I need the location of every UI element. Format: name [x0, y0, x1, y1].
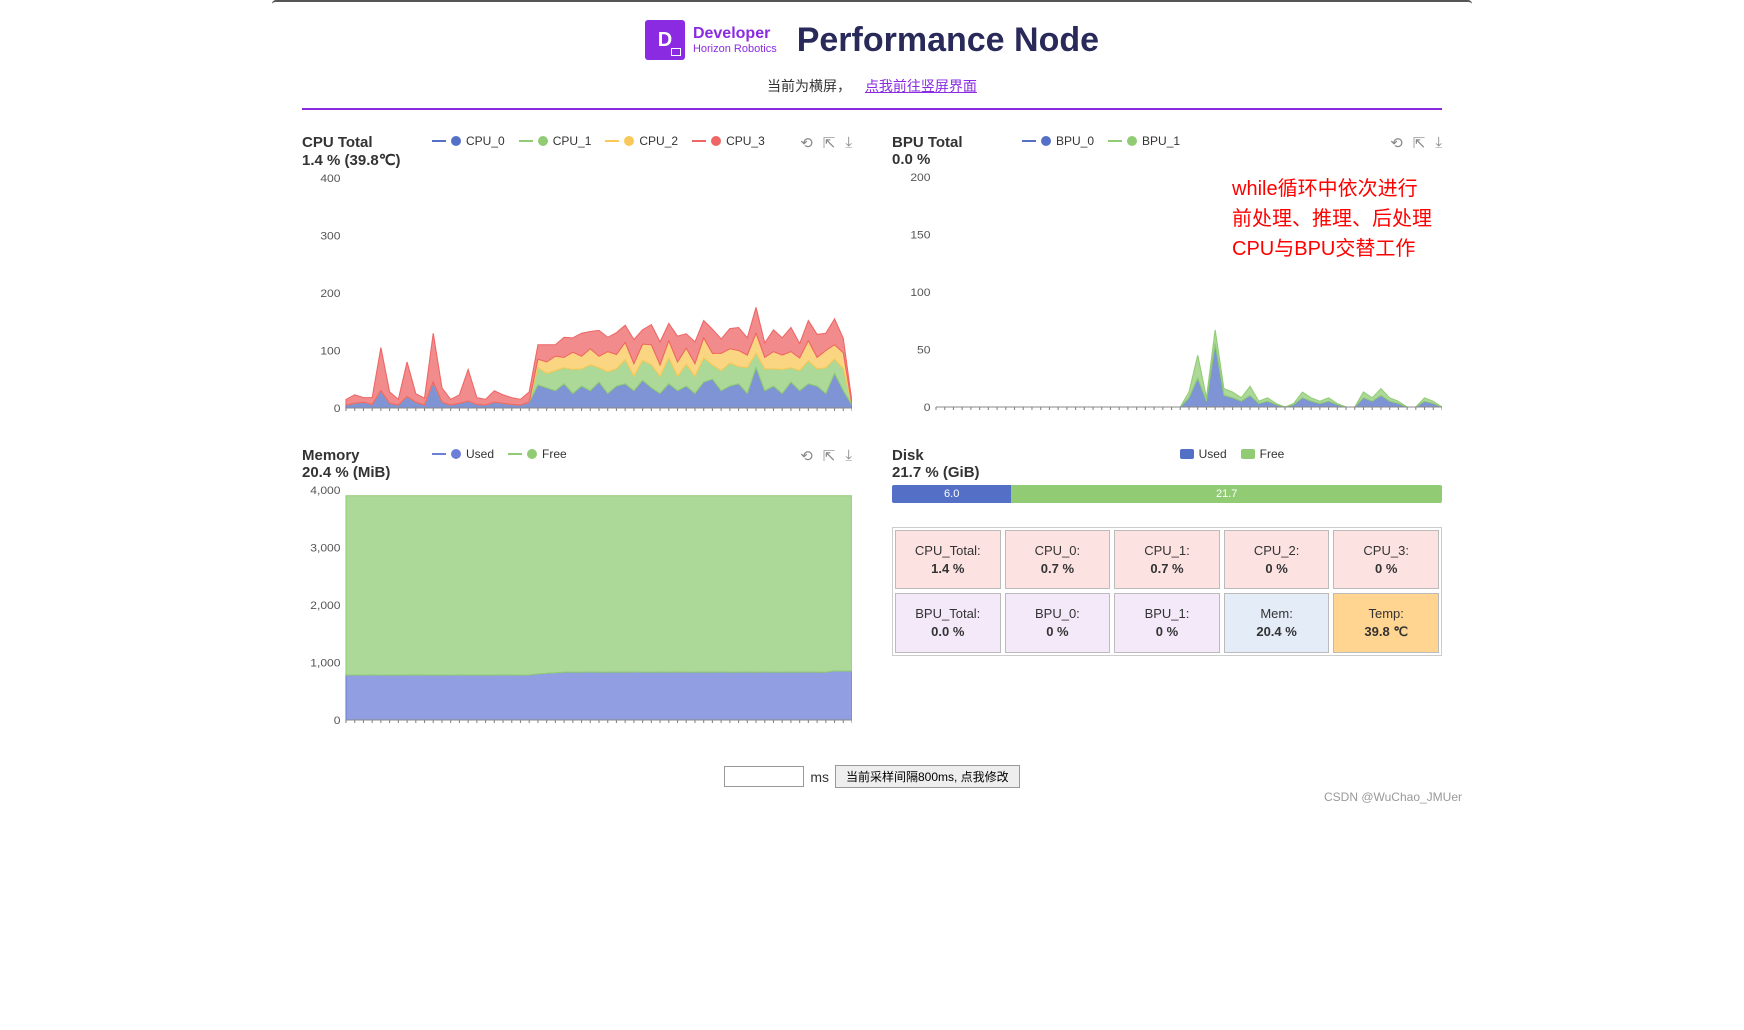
sampling-control: ms 当前采样间隔800ms, 点我修改 [302, 765, 1442, 788]
mem-legend: Used Free [432, 447, 800, 461]
disk-legend-used: Used [1199, 447, 1227, 461]
svg-text:0: 0 [924, 402, 931, 413]
svg-text:150: 150 [910, 230, 930, 241]
orientation-text: 当前为横屏， [767, 78, 851, 94]
page-header: D Developer Horizon Robotics Performance… [302, 20, 1442, 60]
chart-tool-download-icon[interactable]: ⤓ [845, 134, 852, 152]
bpu-chart-panel: BPU Total 0.0 % BPU_0 BPU_1 ⟲ ⇱ ⤓ 0 50 100 1… [892, 134, 1442, 423]
svg-text:200: 200 [320, 288, 340, 299]
svg-text:100: 100 [320, 346, 340, 357]
svg-text:400: 400 [320, 173, 340, 184]
bpu-subtitle: 0.0 % [892, 151, 1022, 168]
svg-text:1,000: 1,000 [310, 658, 340, 669]
brand-logo: D Developer Horizon Robotics [645, 20, 777, 60]
legend-label: CPU_1 [553, 134, 592, 148]
disk-title: Disk [892, 447, 1022, 464]
stats-table: CPU_Total:1.4 %CPU_0:0.7 %CPU_1:0.7 %CPU… [892, 527, 1442, 656]
orientation-bar: 当前为横屏， 点我前往竖屏界面 [302, 68, 1442, 110]
legend-label: Free [542, 447, 567, 461]
cpu-chart-area: 0 100 200 300 400 [302, 173, 852, 423]
svg-text:100: 100 [910, 287, 930, 298]
stat-cell: BPU_Total:0.0 % [895, 593, 1001, 653]
svg-text:0: 0 [334, 715, 341, 726]
stat-cell: BPU_1:0 % [1114, 593, 1220, 653]
disk-subtitle: 21.7 % (GiB) [892, 464, 1022, 481]
legend-label: CPU_2 [639, 134, 678, 148]
mem-title: Memory [302, 447, 432, 464]
chart-tool-refresh-icon[interactable]: ⟲ [800, 447, 813, 465]
stat-cell: CPU_0:0.7 % [1005, 530, 1111, 589]
chart-tool-refresh-icon[interactable]: ⟲ [800, 134, 813, 152]
orientation-link[interactable]: 点我前往竖屏界面 [865, 78, 977, 94]
sampling-interval-input[interactable] [724, 766, 804, 787]
svg-text:2,000: 2,000 [310, 600, 340, 611]
cpu-subtitle: 1.4 % (39.8℃) [302, 151, 432, 169]
legend-label: CPU_3 [726, 134, 765, 148]
legend-label: BPU_0 [1056, 134, 1094, 148]
legend-label: CPU_0 [466, 134, 505, 148]
sampling-unit: ms [810, 769, 829, 785]
cpu-title: CPU Total [302, 134, 432, 151]
disk-panel: Disk 21.7 % (GiB) Used Free 6.0 21.7 CPU… [892, 447, 1442, 735]
mem-chart-area: 0 1,000 2,000 3,000 4,000 [302, 485, 852, 735]
chart-tool-download-icon[interactable]: ⤓ [1435, 134, 1442, 152]
sampling-apply-button[interactable]: 当前采样间隔800ms, 点我修改 [835, 765, 1020, 788]
stat-cell: CPU_2:0 % [1224, 530, 1330, 589]
svg-text:0: 0 [334, 403, 341, 414]
chart-tool-restore-icon[interactable]: ⇱ [823, 134, 836, 152]
stat-cell: CPU_Total:1.4 % [895, 530, 1001, 589]
disk-free-segment: 21.7 [1011, 485, 1442, 503]
logo-icon: D [645, 20, 685, 60]
logo-subtitle: Horizon Robotics [693, 43, 777, 55]
logo-brand: Developer [693, 25, 777, 43]
memory-chart-panel: Memory 20.4 % (MiB) Used Free ⟲ ⇱ ⤓ 0 1,00… [302, 447, 852, 735]
chart-tool-restore-icon[interactable]: ⇱ [823, 447, 836, 465]
mem-subtitle: 20.4 % (MiB) [302, 464, 432, 481]
disk-legend-free: Free [1260, 447, 1285, 461]
chart-tool-restore-icon[interactable]: ⇱ [1413, 134, 1426, 152]
chart-tool-refresh-icon[interactable]: ⟲ [1390, 134, 1403, 152]
disk-used-segment: 6.0 [892, 485, 1011, 503]
svg-text:3,000: 3,000 [310, 543, 340, 554]
cpu-legend: CPU_0 CPU_1 CPU_2 CPU_3 [432, 134, 800, 148]
disk-legend: Used Free [1022, 447, 1442, 461]
chart-tool-download-icon[interactable]: ⤓ [845, 447, 852, 465]
cpu-chart-panel: CPU Total 1.4 % (39.8℃) CPU_0CPU_1CPU_2C… [302, 134, 852, 423]
stat-cell: CPU_1:0.7 % [1114, 530, 1220, 589]
svg-text:200: 200 [910, 172, 930, 183]
legend-label: Used [466, 447, 494, 461]
disk-bar: 6.0 21.7 [892, 485, 1442, 503]
bpu-legend: BPU_0 BPU_1 [1022, 134, 1390, 148]
legend-label: BPU_1 [1142, 134, 1180, 148]
bpu-chart-area: 0 50 100 150 200 [892, 172, 1442, 422]
stat-cell: Temp:39.8 ℃ [1333, 593, 1439, 653]
stat-cell: Mem:20.4 % [1224, 593, 1330, 653]
stat-cell: CPU_3:0 % [1333, 530, 1439, 589]
watermark-text: CSDN @WuChao_JMUer [1324, 790, 1462, 804]
svg-text:4,000: 4,000 [310, 485, 340, 496]
bpu-title: BPU Total [892, 134, 1022, 151]
page-title: Performance Node [797, 21, 1099, 60]
stat-cell: BPU_0:0 % [1005, 593, 1111, 653]
svg-text:50: 50 [917, 345, 930, 356]
svg-text:300: 300 [320, 231, 340, 242]
